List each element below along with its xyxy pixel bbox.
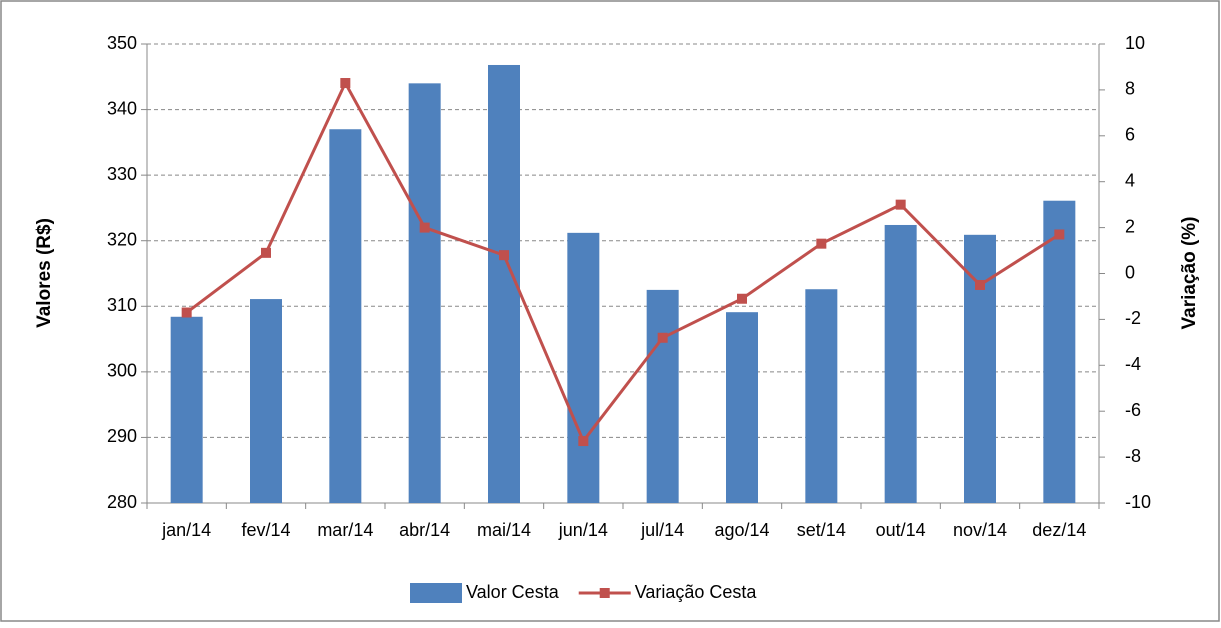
y-tick-label: 330 (107, 164, 137, 184)
marker (340, 78, 351, 89)
x-tick-label: jul/14 (640, 520, 684, 540)
y-tick-label: 310 (107, 295, 137, 315)
marker (975, 279, 985, 290)
marker (419, 222, 430, 233)
y2-tick-label: 8 (1125, 79, 1135, 99)
x-tick-label: out/14 (876, 520, 926, 540)
x-tick-label: jun/14 (558, 520, 608, 540)
y2-tick-label: 10 (1125, 33, 1145, 53)
y2-tick-label: -10 (1125, 492, 1151, 512)
legend-label: Variação Cesta (635, 582, 758, 602)
y-tick-label: 280 (107, 492, 137, 512)
y-tick-label: 320 (107, 229, 137, 249)
y2-tick-label: -4 (1125, 354, 1141, 374)
y2-axis-label: Variação (%) (1179, 217, 1200, 330)
marker (816, 238, 827, 249)
y2-tick-label: -2 (1125, 308, 1141, 328)
x-tick-label: fev/14 (241, 520, 290, 540)
marker (737, 293, 747, 304)
y-tick-label: 300 (107, 361, 137, 381)
x-tick-label: mai/14 (477, 520, 531, 540)
bar (646, 289, 679, 503)
bar (488, 64, 520, 504)
marker (181, 307, 192, 318)
x-tick-label: abr/14 (399, 520, 450, 540)
marker (657, 332, 668, 343)
legend-label: Valor Cesta (466, 582, 560, 602)
bar (726, 312, 758, 503)
y-tick-label: 350 (107, 33, 137, 53)
marker (578, 436, 589, 447)
legend-swatch (599, 588, 610, 598)
marker (261, 247, 271, 258)
marker (499, 250, 509, 261)
x-tick-label: set/14 (797, 520, 846, 540)
marker (1054, 229, 1065, 240)
x-tick-label: dez/14 (1032, 520, 1086, 540)
bar (1043, 200, 1076, 504)
bar (170, 316, 203, 503)
y2-tick-label: -6 (1125, 400, 1141, 420)
bar (884, 224, 917, 503)
y2-tick-label: 6 (1125, 125, 1135, 145)
y-tick-label: 290 (107, 426, 137, 446)
y2-tick-label: 2 (1125, 216, 1135, 236)
x-tick-label: ago/14 (714, 520, 769, 540)
bar (329, 129, 362, 503)
marker (895, 199, 906, 210)
y-axis-label: Valores (R$) (34, 218, 55, 328)
x-tick-label: nov/14 (953, 520, 1007, 540)
legend-swatch (410, 583, 462, 603)
line (185, 79, 1061, 444)
x-tick-label: jan/14 (161, 520, 211, 540)
y2-tick-label: -8 (1125, 446, 1141, 466)
x-tick-label: mar/14 (317, 520, 373, 540)
bar (805, 289, 838, 503)
bar (408, 83, 441, 503)
y2-tick-label: 0 (1125, 262, 1135, 282)
y-tick-label: 340 (107, 98, 137, 118)
bar (567, 232, 600, 504)
bar (250, 299, 282, 503)
y2-tick-label: 4 (1125, 170, 1135, 190)
